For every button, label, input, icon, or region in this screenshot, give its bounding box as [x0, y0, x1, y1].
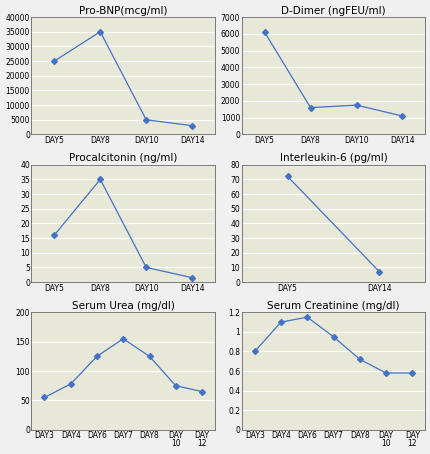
Title: Serum Urea (mg/dl): Serum Urea (mg/dl) [72, 301, 174, 311]
Title: Serum Creatinine (mg/dl): Serum Creatinine (mg/dl) [267, 301, 399, 311]
Title: D-Dimer (ngFEU/ml): D-Dimer (ngFEU/ml) [280, 5, 385, 15]
Title: Interleukin-6 (pg/ml): Interleukin-6 (pg/ml) [279, 153, 387, 163]
Title: Procalcitonin (ng/ml): Procalcitonin (ng/ml) [69, 153, 177, 163]
Title: Pro-BNP(mcg/ml): Pro-BNP(mcg/ml) [79, 5, 167, 15]
